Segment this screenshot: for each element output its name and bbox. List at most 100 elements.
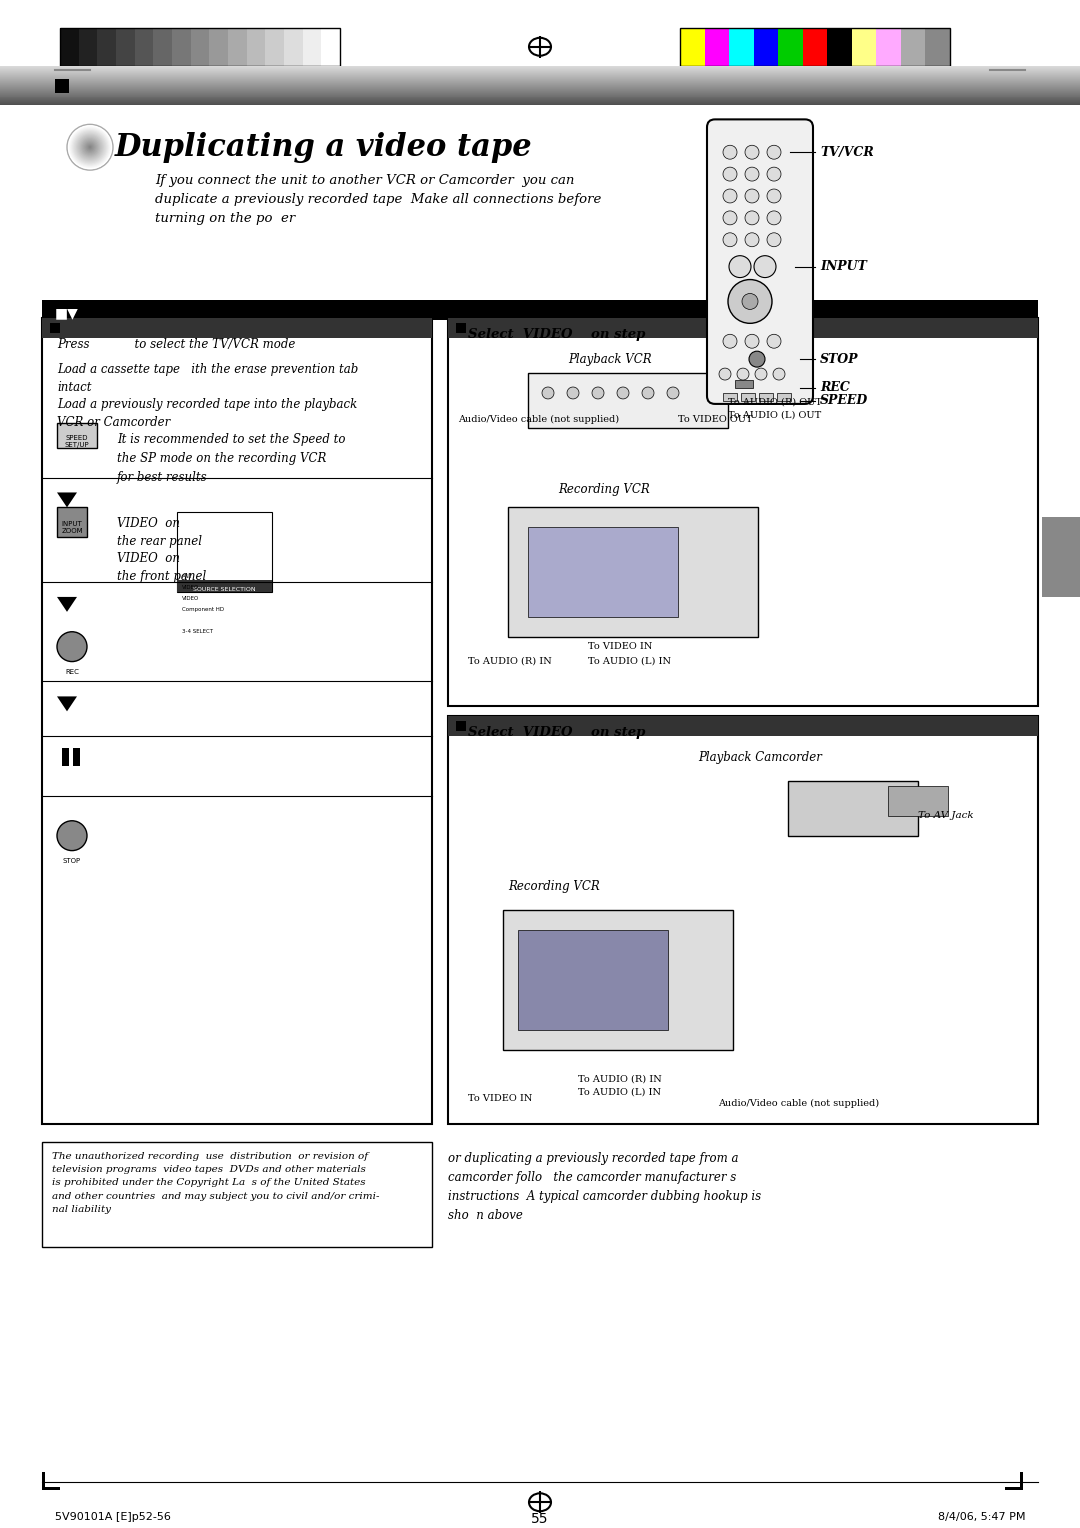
Bar (57, 423, 97, 448)
Text: 8/4/06, 5:47 PM: 8/4/06, 5:47 PM (937, 1513, 1025, 1522)
Bar (704, 28, 729, 66)
Circle shape (69, 127, 111, 168)
Text: Load a previously recorded tape into the playback
VCR or Camcorder: Load a previously recorded tape into the… (57, 397, 357, 429)
Bar (42, 1487, 60, 1490)
Bar (802, 28, 827, 66)
Circle shape (745, 335, 759, 348)
Text: SPEED
SET/UP: SPEED SET/UP (65, 435, 90, 448)
Bar (528, 373, 728, 428)
Bar (448, 717, 1038, 736)
Polygon shape (57, 597, 77, 611)
Text: To VIDEO IN: To VIDEO IN (468, 1094, 532, 1103)
Circle shape (70, 128, 110, 167)
Circle shape (723, 167, 737, 180)
Bar (723, 393, 737, 400)
Circle shape (79, 136, 102, 159)
Circle shape (723, 145, 737, 159)
Circle shape (83, 141, 97, 154)
FancyBboxPatch shape (448, 318, 1038, 706)
Circle shape (71, 128, 108, 165)
Circle shape (78, 134, 103, 160)
Bar (901, 28, 926, 66)
Text: STOP: STOP (63, 857, 81, 863)
Bar (777, 393, 791, 400)
Bar (284, 28, 302, 66)
Circle shape (73, 131, 106, 163)
Circle shape (81, 138, 99, 156)
Text: Audio/Video cable (not supplied): Audio/Video cable (not supplied) (458, 416, 619, 423)
Text: STOP: STOP (820, 353, 859, 365)
Circle shape (642, 387, 654, 399)
Circle shape (667, 387, 679, 399)
Text: To VIDEO OUT: To VIDEO OUT (678, 416, 753, 423)
Circle shape (767, 167, 781, 180)
Circle shape (745, 145, 759, 159)
Bar (210, 28, 228, 66)
Text: To VIDEO IN: To VIDEO IN (588, 642, 652, 651)
Text: ANY: ANY (183, 575, 193, 579)
FancyBboxPatch shape (707, 119, 813, 403)
Text: The unauthorized recording  use  distribution  or revision of
television program: The unauthorized recording use distribut… (52, 1152, 379, 1213)
Bar (177, 581, 272, 591)
Circle shape (82, 139, 98, 156)
Bar (456, 324, 465, 333)
Bar (518, 931, 669, 1030)
Bar (729, 28, 754, 66)
Bar (1020, 1473, 1023, 1490)
FancyBboxPatch shape (448, 717, 1038, 1125)
Text: 55: 55 (531, 1513, 549, 1526)
Bar (266, 28, 284, 66)
Text: Playback Camcorder: Playback Camcorder (698, 752, 822, 764)
Bar (177, 512, 272, 591)
Circle shape (767, 232, 781, 246)
Bar (42, 301, 1038, 321)
Circle shape (567, 387, 579, 399)
Circle shape (85, 142, 95, 151)
Text: Select  VIDEO    on step: Select VIDEO on step (468, 329, 646, 341)
Circle shape (89, 147, 91, 148)
Circle shape (542, 387, 554, 399)
Bar (741, 393, 755, 400)
Bar (60, 28, 340, 66)
Bar (116, 28, 135, 66)
Circle shape (72, 130, 107, 165)
Bar (503, 911, 733, 1050)
Text: REC: REC (65, 669, 79, 674)
Bar (735, 380, 753, 388)
Bar (788, 781, 918, 836)
Bar (73, 749, 80, 766)
Bar (191, 28, 210, 66)
Bar (827, 28, 852, 66)
Bar (97, 28, 116, 66)
Circle shape (80, 138, 100, 157)
Bar (456, 721, 465, 732)
FancyBboxPatch shape (42, 318, 432, 1125)
Bar (62, 749, 69, 766)
Text: Press            to select the TV/VCR mode: Press to select the TV/VCR mode (57, 338, 295, 351)
Text: ■▼: ■▼ (55, 307, 79, 321)
Circle shape (737, 368, 750, 380)
Circle shape (755, 368, 767, 380)
Polygon shape (57, 697, 77, 712)
Circle shape (75, 133, 105, 162)
Bar (680, 28, 950, 66)
Bar (680, 28, 704, 66)
Text: SOURCE SELECTION: SOURCE SELECTION (192, 587, 255, 591)
Polygon shape (57, 492, 77, 507)
Text: To AV Jack: To AV Jack (918, 811, 974, 821)
Circle shape (84, 142, 96, 153)
Text: Load a cassette tape   ith the erase prevention tab
intact: Load a cassette tape ith the erase preve… (57, 364, 359, 394)
Text: To AUDIO (R) IN: To AUDIO (R) IN (468, 657, 552, 666)
Bar (153, 28, 172, 66)
Text: If you connect the unit to another VCR or Camcorder  you can
duplicate a previou: If you connect the unit to another VCR o… (156, 174, 602, 225)
Text: To AUDIO (L) IN: To AUDIO (L) IN (588, 657, 671, 666)
Circle shape (592, 387, 604, 399)
Circle shape (76, 133, 104, 160)
Text: Recording VCR: Recording VCR (508, 880, 599, 894)
Circle shape (729, 255, 751, 278)
Circle shape (723, 335, 737, 348)
Bar (508, 507, 758, 637)
Text: INPUT
ZOOM: INPUT ZOOM (62, 521, 83, 535)
Bar (448, 318, 1038, 338)
Bar (888, 785, 948, 816)
